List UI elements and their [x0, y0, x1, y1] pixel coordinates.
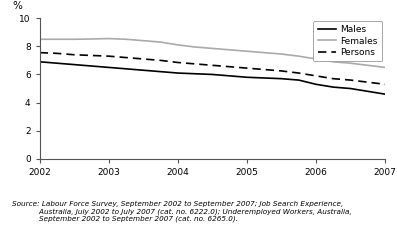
Persons: [106, 55, 111, 57]
Females: [366, 64, 370, 67]
Legend: Males, Females, Persons: Males, Females, Persons: [313, 21, 382, 62]
Females: [106, 37, 111, 40]
Persons: [245, 67, 249, 69]
Persons: [72, 53, 77, 56]
Males: [193, 72, 197, 75]
Text: %: %: [12, 1, 22, 11]
Persons: [383, 83, 387, 86]
Males: [72, 63, 77, 66]
Females: [331, 60, 336, 63]
Females: [227, 48, 232, 51]
Males: [210, 73, 215, 76]
Females: [55, 38, 60, 41]
Females: [89, 38, 94, 40]
Persons: [210, 64, 215, 67]
Females: [158, 41, 163, 43]
Males: [366, 90, 370, 93]
Line: Females: Females: [40, 39, 385, 67]
Females: [37, 38, 42, 41]
Males: [141, 69, 146, 72]
Males: [348, 87, 353, 90]
Persons: [262, 68, 267, 71]
Males: [227, 74, 232, 77]
Males: [331, 86, 336, 89]
Females: [123, 38, 128, 41]
Persons: [193, 63, 197, 65]
Females: [175, 44, 180, 46]
Females: [141, 39, 146, 42]
Females: [72, 38, 77, 41]
Persons: [158, 59, 163, 62]
Persons: [141, 58, 146, 60]
Males: [123, 67, 128, 70]
Males: [296, 79, 301, 81]
Persons: [227, 65, 232, 68]
Females: [383, 66, 387, 69]
Persons: [37, 51, 42, 54]
Persons: [366, 81, 370, 84]
Persons: [55, 52, 60, 55]
Persons: [89, 54, 94, 57]
Persons: [296, 72, 301, 74]
Males: [383, 93, 387, 96]
Persons: [314, 74, 318, 77]
Males: [262, 77, 267, 79]
Females: [348, 62, 353, 64]
Males: [279, 77, 284, 80]
Males: [158, 70, 163, 73]
Females: [210, 47, 215, 50]
Females: [279, 53, 284, 55]
Males: [37, 60, 42, 63]
Persons: [175, 61, 180, 64]
Males: [89, 65, 94, 67]
Females: [314, 58, 318, 60]
Females: [245, 50, 249, 53]
Persons: [331, 77, 336, 80]
Males: [175, 72, 180, 74]
Females: [262, 51, 267, 54]
Persons: [123, 56, 128, 59]
Text: Source: Labour Force Survey, September 2002 to September 2007; Job Search Experi: Source: Labour Force Survey, September 2…: [12, 201, 352, 222]
Males: [314, 83, 318, 86]
Males: [106, 66, 111, 69]
Females: [193, 46, 197, 48]
Line: Males: Males: [40, 62, 385, 94]
Females: [296, 55, 301, 57]
Persons: [348, 79, 353, 81]
Males: [55, 62, 60, 64]
Persons: [279, 69, 284, 72]
Males: [245, 76, 249, 79]
Line: Persons: Persons: [40, 53, 385, 84]
